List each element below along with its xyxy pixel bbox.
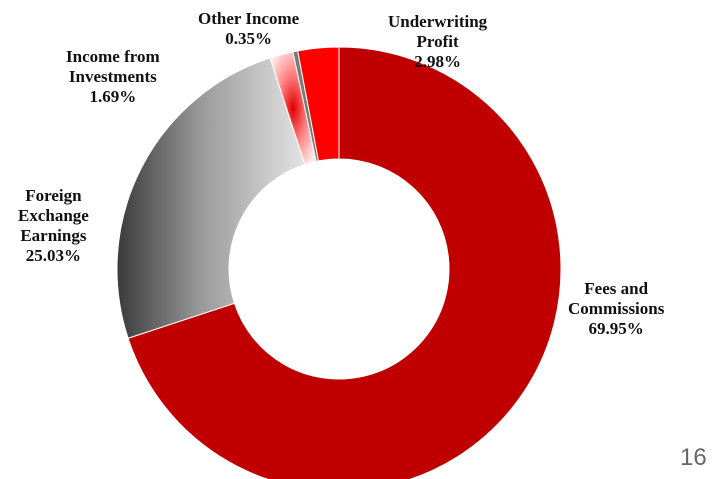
- donut-slice-fees-and-commissions: [127, 46, 562, 479]
- label-name-line: Foreign: [25, 186, 82, 205]
- label-percent: 0.35%: [225, 29, 272, 48]
- label-name-line: Exchange: [18, 206, 89, 225]
- label-name-line: Fees and: [584, 279, 649, 298]
- label-name-line: Income from: [66, 47, 160, 66]
- label-percent: 25.03%: [25, 246, 82, 265]
- label-foreign-exchange-earnings: Foreign Exchange Earnings 25.03%: [18, 186, 89, 266]
- label-other-income: Other Income 0.35%: [198, 9, 299, 49]
- label-income-from-investments: Income from Investments 1.69%: [66, 47, 160, 107]
- label-name-line: Underwriting: [388, 12, 488, 31]
- label-name-line: Commissions: [568, 299, 665, 318]
- label-name-line: Investments: [68, 67, 157, 86]
- label-name-line: Earnings: [20, 226, 87, 245]
- label-percent: 2.98%: [414, 52, 461, 71]
- label-name-line: Profit: [416, 32, 459, 51]
- label-underwriting-profit: Underwriting Profit 2.98%: [388, 12, 487, 72]
- page-number: 16: [680, 444, 707, 471]
- donut-slice-foreign-exchange-earnings: [116, 57, 306, 339]
- donut-slice-underwriting-profit: [297, 46, 340, 162]
- label-fees-and-commissions: Fees and Commissions 69.95%: [568, 279, 664, 339]
- label-percent: 1.69%: [89, 87, 137, 106]
- label-percent: 69.95%: [588, 319, 644, 338]
- label-name-line: Other Income: [198, 9, 300, 28]
